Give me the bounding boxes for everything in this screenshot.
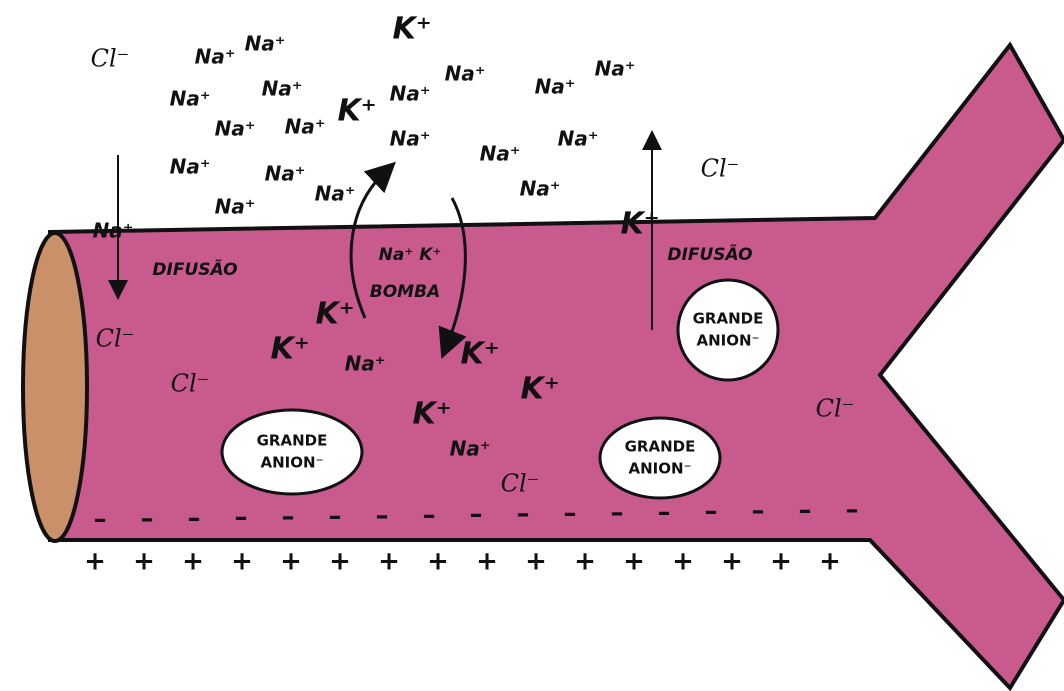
ion: K⁺ <box>412 397 451 432</box>
negative-charge: – <box>846 495 859 525</box>
diagram: Cl⁻Na⁺Na⁺K⁺Na⁺Na⁺Na⁺Na⁺K⁺Na⁺Na⁺Na⁺Na⁺Na⁺… <box>0 0 1064 691</box>
ion: Na⁺ <box>245 32 286 56</box>
positive-charge: + <box>770 547 792 577</box>
negative-charge: – <box>94 505 107 535</box>
anion-label: ANION⁻ <box>697 332 760 350</box>
ion: Na⁺ <box>450 437 491 461</box>
anion-blob <box>600 418 720 498</box>
positive-charge: + <box>574 547 596 577</box>
anion-label: GRANDE <box>693 310 764 328</box>
positive-charge: + <box>329 547 351 577</box>
ion: Na⁺ <box>390 127 431 151</box>
positive-charge: + <box>525 547 547 577</box>
ion: K⁺ <box>337 94 376 129</box>
anion-blob <box>678 280 778 380</box>
ion: Na⁺ <box>595 57 636 81</box>
positive-charge: + <box>378 547 400 577</box>
ion: K⁺ <box>270 332 309 367</box>
negative-charge: – <box>611 498 624 528</box>
ion: Na⁺ <box>215 117 256 141</box>
negative-charge: – <box>517 499 530 529</box>
axon-end <box>23 233 87 541</box>
ion: K⁺ <box>315 297 354 332</box>
positive-charge: + <box>721 547 743 577</box>
pump-label: BOMBA <box>370 282 440 302</box>
positive-charge: + <box>84 547 106 577</box>
positive-charge: + <box>427 547 449 577</box>
ion: Na⁺ <box>390 82 431 106</box>
negative-charge: – <box>376 501 389 531</box>
negative-charge: – <box>799 496 812 526</box>
ion: Cl⁻ <box>91 45 130 73</box>
negative-charge: – <box>705 497 718 527</box>
positive-charge: + <box>623 547 645 577</box>
membrane-ion: Na⁺ <box>93 219 134 243</box>
positive-charge: + <box>819 547 841 577</box>
ion: Cl⁻ <box>816 395 855 423</box>
diffusion-label: DIFUSÃO <box>152 257 237 280</box>
ion: Na⁺ <box>170 87 211 111</box>
anion-label: ANION⁻ <box>629 460 692 478</box>
membrane-ion: K⁺ <box>620 207 659 242</box>
ion: Na⁺ <box>262 77 303 101</box>
positive-charge: + <box>476 547 498 577</box>
ion: Na⁺ <box>195 45 236 69</box>
negative-charge: – <box>423 500 436 530</box>
ion: Na⁺ <box>480 142 521 166</box>
negative-charge: – <box>470 500 483 530</box>
negative-charge: – <box>564 499 577 529</box>
ion: Cl⁻ <box>96 325 135 353</box>
ion: Na⁺ <box>345 352 386 376</box>
negative-charge: – <box>329 502 342 532</box>
ion: Na⁺ <box>520 177 561 201</box>
anion-label: ANION⁻ <box>261 454 324 472</box>
ion: Cl⁻ <box>701 155 740 183</box>
negative-charge: – <box>658 497 671 527</box>
positive-charge: + <box>672 547 694 577</box>
ion: Na⁺ <box>445 62 486 86</box>
anion-label: GRANDE <box>625 438 696 456</box>
positive-charge: + <box>231 547 253 577</box>
ion: K⁺ <box>520 372 559 407</box>
ion: Na⁺ <box>170 155 211 179</box>
ion: Na⁺ <box>265 162 306 186</box>
anion-blob <box>222 410 362 494</box>
diffusion-label: DIFUSÃO <box>667 242 752 265</box>
ion: Cl⁻ <box>501 470 540 498</box>
ion: Na⁺ <box>285 115 326 139</box>
anion-label: GRANDE <box>257 432 328 450</box>
negative-charge: – <box>235 503 248 533</box>
ion: Cl⁻ <box>171 370 210 398</box>
negative-charge: – <box>752 496 765 526</box>
pump-ions: Na⁺ K⁺ <box>379 245 442 265</box>
positive-charge: + <box>133 547 155 577</box>
negative-charge: – <box>141 504 154 534</box>
ion: Na⁺ <box>315 182 356 206</box>
ion: Na⁺ <box>215 195 256 219</box>
ion: Na⁺ <box>535 75 576 99</box>
ion: Na⁺ <box>558 127 599 151</box>
ion: K⁺ <box>460 337 499 372</box>
positive-charge: + <box>182 547 204 577</box>
positive-charge: + <box>280 547 302 577</box>
ion: K⁺ <box>392 12 431 47</box>
negative-charge: – <box>188 503 201 533</box>
negative-charge: – <box>282 502 295 532</box>
